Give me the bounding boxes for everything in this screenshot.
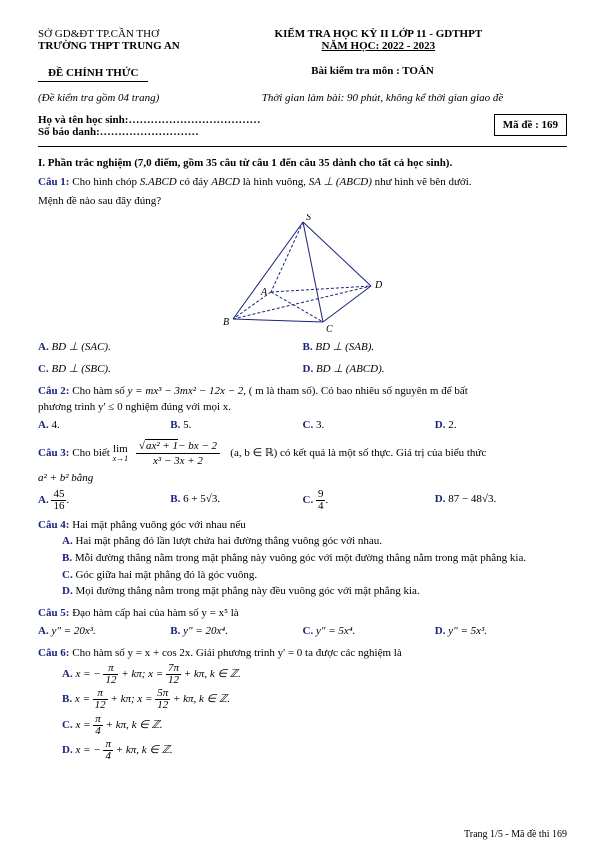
header-right: KIỂM TRA HỌC KỲ II LỚP 11 - GDTHPT NĂM H…	[180, 28, 567, 52]
info-row: Họ và tên học sinh:……………………………… Số báo d…	[38, 114, 567, 138]
page: SỞ GD&ĐT TP.CẦN THƠ TRƯỜNG THPT TRUNG AN…	[0, 0, 605, 854]
section-1-title: I. Phần trắc nghiệm (7,0 điểm, gồm 35 câ…	[38, 157, 567, 169]
q3-label: Câu 3:	[38, 447, 69, 459]
page-footer: Trang 1/5 - Mã đề thi 169	[464, 829, 567, 840]
q4-options: A. Hai mặt phẳng đó lần lượt chứa hai đư…	[38, 534, 567, 601]
student-info: Họ và tên học sinh:……………………………… Số báo d…	[38, 114, 260, 138]
q1-options: A. BD ⊥ (SAC). B. BD ⊥ (SAB). C. BD ⊥ (S…	[38, 340, 567, 378]
question-1: Câu 1: Cho hình chóp S.ABCD có đáy ABCD …	[38, 175, 567, 378]
q6-label: Câu 6:	[38, 647, 69, 659]
subheader-row: ĐỀ CHÍNH THỨC Bài kiểm tra môn : TOÁN	[38, 60, 567, 82]
svg-text:S: S	[306, 214, 311, 223]
official-wrap: ĐỀ CHÍNH THỨC	[38, 60, 218, 82]
question-6: Câu 6: Cho hàm số y = x + cos 2x. Giải p…	[38, 646, 567, 762]
time-note: Thời gian làm bài: 90 phút, không kể thờ…	[218, 92, 567, 104]
header-left: SỞ GD&ĐT TP.CẦN THƠ TRƯỜNG THPT TRUNG AN	[38, 28, 180, 52]
q4-label: Câu 4:	[38, 519, 69, 531]
note-row: (Đề kiểm tra gồm 04 trang) Thời gian làm…	[38, 92, 567, 104]
official-label: ĐỀ CHÍNH THỨC	[38, 65, 148, 82]
question-2: Câu 2: Cho hàm số y = mx³ − 3mx² − 12x −…	[38, 384, 567, 434]
subject-wrap: Bài kiểm tra môn : TOÁN	[218, 65, 567, 77]
exam-code-box: Mã đề : 169	[494, 114, 567, 136]
exam-title-2: NĂM HỌC: 2022 - 2023	[190, 40, 567, 52]
edu-dept: SỞ GD&ĐT TP.CẦN THƠ	[38, 28, 180, 40]
question-4: Câu 4: Hai mặt phẳng vuông góc với nhau …	[38, 518, 567, 601]
exam-title-1: KIỂM TRA HỌC KỲ II LỚP 11 - GDTHPT	[190, 28, 567, 40]
q3-options: A. 4516. B. 6 + 5√3. C. 94. D. 87 − 48√3…	[38, 489, 567, 512]
name-field: Họ và tên học sinh:………………………………	[38, 114, 260, 126]
svg-text:B: B	[223, 317, 229, 328]
question-5: Câu 5: Đạo hàm cấp hai của hàm số y = x⁵…	[38, 606, 567, 640]
q2-label: Câu 2:	[38, 385, 69, 397]
school: TRƯỜNG THPT TRUNG AN	[38, 40, 180, 52]
q6-options: A. x = − π12 + kπ; x = 7π12 + kπ, k ∈ ℤ.…	[38, 662, 567, 762]
q1-text: Cho hình chóp S.ABCD có đáy ABCD là hình…	[72, 176, 471, 188]
pyramid-diagram: S A B C D	[203, 214, 403, 334]
svg-text:C: C	[326, 324, 333, 334]
q5-label: Câu 5:	[38, 607, 69, 619]
separator	[38, 146, 567, 147]
q1-text-2: Mệnh đề nào sau đây đúng?	[38, 194, 567, 210]
pages-note: (Đề kiểm tra gồm 04 trang)	[38, 92, 218, 104]
q1-label: Câu 1:	[38, 176, 69, 188]
id-field: Số báo danh:………………………	[38, 126, 260, 138]
q5-options: A. y" = 20x³. B. y" = 20x⁴. C. y" = 5x⁴.…	[38, 624, 567, 640]
subject-label: Bài kiểm tra môn : TOÁN	[311, 65, 434, 77]
q2-options: A. 4. B. 5. C. 3. D. 2.	[38, 418, 567, 434]
svg-text:D: D	[374, 280, 383, 291]
svg-text:A: A	[260, 287, 268, 298]
header-row: SỞ GD&ĐT TP.CẦN THƠ TRƯỜNG THPT TRUNG AN…	[38, 28, 567, 52]
question-3: Câu 3: Cho biết limx→1 √ax² + 1− bx − 2 …	[38, 440, 567, 512]
